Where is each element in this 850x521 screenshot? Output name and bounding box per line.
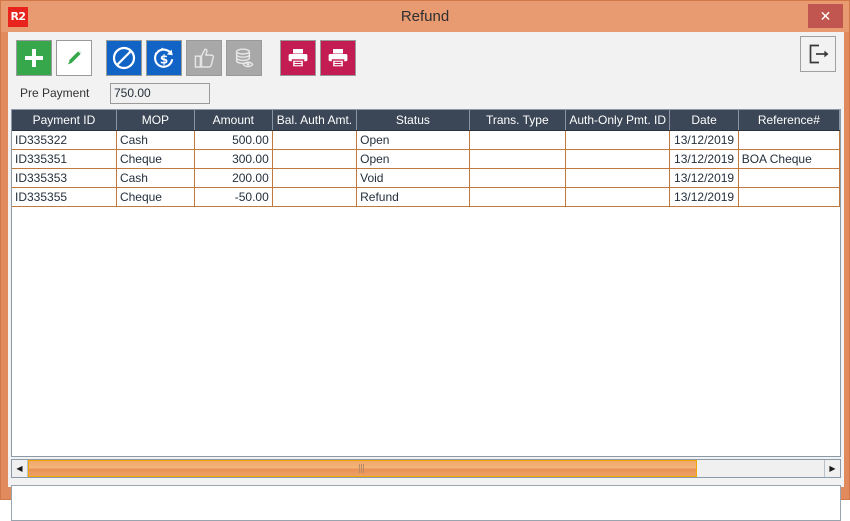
cell-bal_auth_amt[interactable]: [272, 168, 358, 188]
cell-auth_only_pmt_id[interactable]: [565, 168, 671, 188]
horizontal-scrollbar[interactable]: ◀ ▶: [11, 459, 841, 478]
print-button[interactable]: [280, 40, 316, 76]
scrollbar-track[interactable]: [28, 460, 824, 477]
cell-status[interactable]: Open: [356, 149, 470, 169]
add-button[interactable]: [16, 40, 52, 76]
cell-amount[interactable]: -50.00: [194, 187, 273, 207]
edit-button[interactable]: [56, 40, 92, 76]
cell-status[interactable]: Void: [356, 168, 470, 188]
cell-mop[interactable]: Cash: [116, 168, 195, 188]
cell-auth_only_pmt_id[interactable]: [565, 187, 671, 207]
prohibition-icon: [111, 45, 137, 71]
table-row[interactable]: ID335353 Cash 200.00 Void 13/12/2019: [12, 168, 840, 188]
pencil-icon: [62, 46, 86, 70]
cell-reference[interactable]: [738, 187, 840, 207]
cell-date[interactable]: 13/12/2019: [669, 149, 739, 169]
pre-payment-label: Pre Payment: [20, 86, 90, 100]
refund-dollar-icon: $: [151, 45, 177, 71]
table-row[interactable]: ID335355 Cheque -50.00 Refund 13/12/2019: [12, 187, 840, 207]
cell-amount[interactable]: 500.00: [194, 130, 273, 150]
cell-payment_id[interactable]: ID335322: [12, 130, 117, 150]
cell-reference[interactable]: [738, 168, 840, 188]
cell-trans_type[interactable]: [469, 130, 567, 150]
printer-icon: [286, 46, 310, 70]
cell-bal_auth_amt[interactable]: [272, 149, 358, 169]
cell-date[interactable]: 13/12/2019: [669, 187, 739, 207]
scroll-left-arrow-icon[interactable]: ◀: [12, 460, 28, 477]
cell-reference[interactable]: [738, 130, 840, 150]
cell-mop[interactable]: Cheque: [116, 149, 195, 169]
cell-auth_only_pmt_id[interactable]: [565, 130, 671, 150]
scroll-right-arrow-icon[interactable]: ▶: [824, 460, 840, 477]
refund-button[interactable]: $: [146, 40, 182, 76]
grip-icon: [359, 464, 366, 473]
cell-date[interactable]: 13/12/2019: [669, 168, 739, 188]
status-bar: [11, 485, 841, 521]
column-header-0[interactable]: Payment ID: [12, 110, 117, 131]
payments-grid[interactable]: Payment ID MOP Amount Bal. Auth Amt. Status T…: [11, 109, 841, 457]
approve-button: [186, 40, 222, 76]
cancel-button[interactable]: [106, 40, 142, 76]
printer-icon: [326, 46, 350, 70]
thumbs-up-icon: [192, 46, 216, 70]
cell-bal_auth_amt[interactable]: [272, 130, 358, 150]
scrollbar-thumb[interactable]: [28, 460, 697, 477]
exit-icon: [806, 42, 830, 66]
cell-amount[interactable]: 300.00: [194, 149, 273, 169]
close-button[interactable]: ✕: [808, 4, 843, 28]
cell-amount[interactable]: 200.00: [194, 168, 273, 188]
pre-payment-input[interactable]: [110, 82, 210, 104]
column-header-8[interactable]: Reference#: [738, 110, 840, 131]
column-header-1[interactable]: MOP: [116, 110, 195, 131]
payments-table: Payment ID MOP Amount Bal. Auth Amt. Status T…: [12, 110, 840, 207]
cell-mop[interactable]: Cash: [116, 130, 195, 150]
column-header-6[interactable]: Auth-Only Pmt. ID: [565, 110, 671, 131]
view-payments-button: [226, 40, 262, 76]
column-header-7[interactable]: Date: [669, 110, 739, 131]
table-row[interactable]: ID335351 Cheque 300.00 Open 13/12/2019 BOA Ch…: [12, 149, 840, 169]
toolbar: $: [8, 32, 844, 80]
title-bar: R2 Refund ✕: [1, 1, 849, 32]
cell-trans_type[interactable]: [469, 149, 567, 169]
table-header-row: Payment ID MOP Amount Bal. Auth Amt. Status T…: [12, 110, 840, 131]
pre-payment-row: Pre Payment: [8, 80, 844, 106]
coins-eye-icon: [232, 46, 256, 70]
app-logo-icon: R2: [8, 6, 28, 27]
cell-auth_only_pmt_id[interactable]: [565, 149, 671, 169]
cell-date[interactable]: 13/12/2019: [669, 130, 739, 150]
table-row[interactable]: ID335322 Cash 500.00 Open 13/12/2019: [12, 130, 840, 150]
column-header-2[interactable]: Amount: [194, 110, 273, 131]
column-header-4[interactable]: Status: [356, 110, 470, 131]
plus-icon: [23, 47, 45, 69]
cell-reference[interactable]: BOA Cheque: [738, 149, 840, 169]
cell-trans_type[interactable]: [469, 187, 567, 207]
svg-text:$: $: [160, 52, 168, 66]
cell-bal_auth_amt[interactable]: [272, 187, 358, 207]
cell-payment_id[interactable]: ID335355: [12, 187, 117, 207]
cell-payment_id[interactable]: ID335353: [12, 168, 117, 188]
cell-mop[interactable]: Cheque: [116, 187, 195, 207]
print-receipt-button[interactable]: [320, 40, 356, 76]
cell-payment_id[interactable]: ID335351: [12, 149, 117, 169]
exit-button[interactable]: [800, 36, 836, 72]
cell-trans_type[interactable]: [469, 168, 567, 188]
column-header-3[interactable]: Bal. Auth Amt.: [272, 110, 358, 131]
cell-status[interactable]: Refund: [356, 187, 470, 207]
cell-status[interactable]: Open: [356, 130, 470, 150]
main-panel: $: [8, 32, 844, 521]
column-header-5[interactable]: Trans. Type: [469, 110, 567, 131]
window-title: Refund: [400, 8, 450, 25]
